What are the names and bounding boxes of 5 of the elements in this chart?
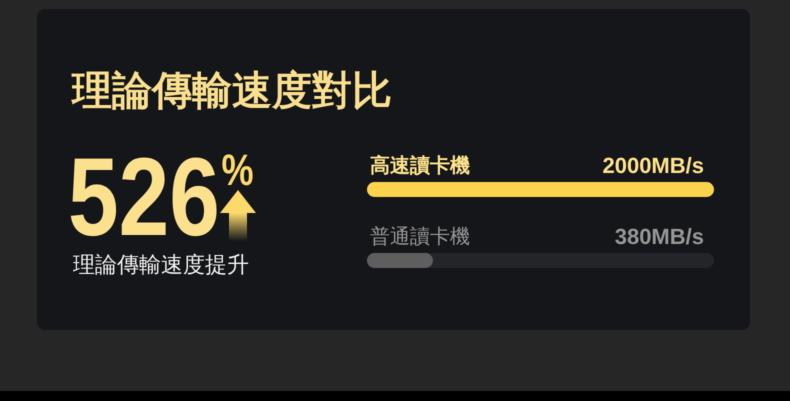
y-tick-label: 高速讀卡機: [370, 154, 470, 177]
data-label: 380MB/s: [614, 224, 704, 249]
data-label: 2000MB/s: [602, 153, 704, 178]
chart-title: 理論傳輸速度對比: [71, 69, 392, 113]
y-tick-label: 普通讀卡機: [370, 225, 470, 248]
